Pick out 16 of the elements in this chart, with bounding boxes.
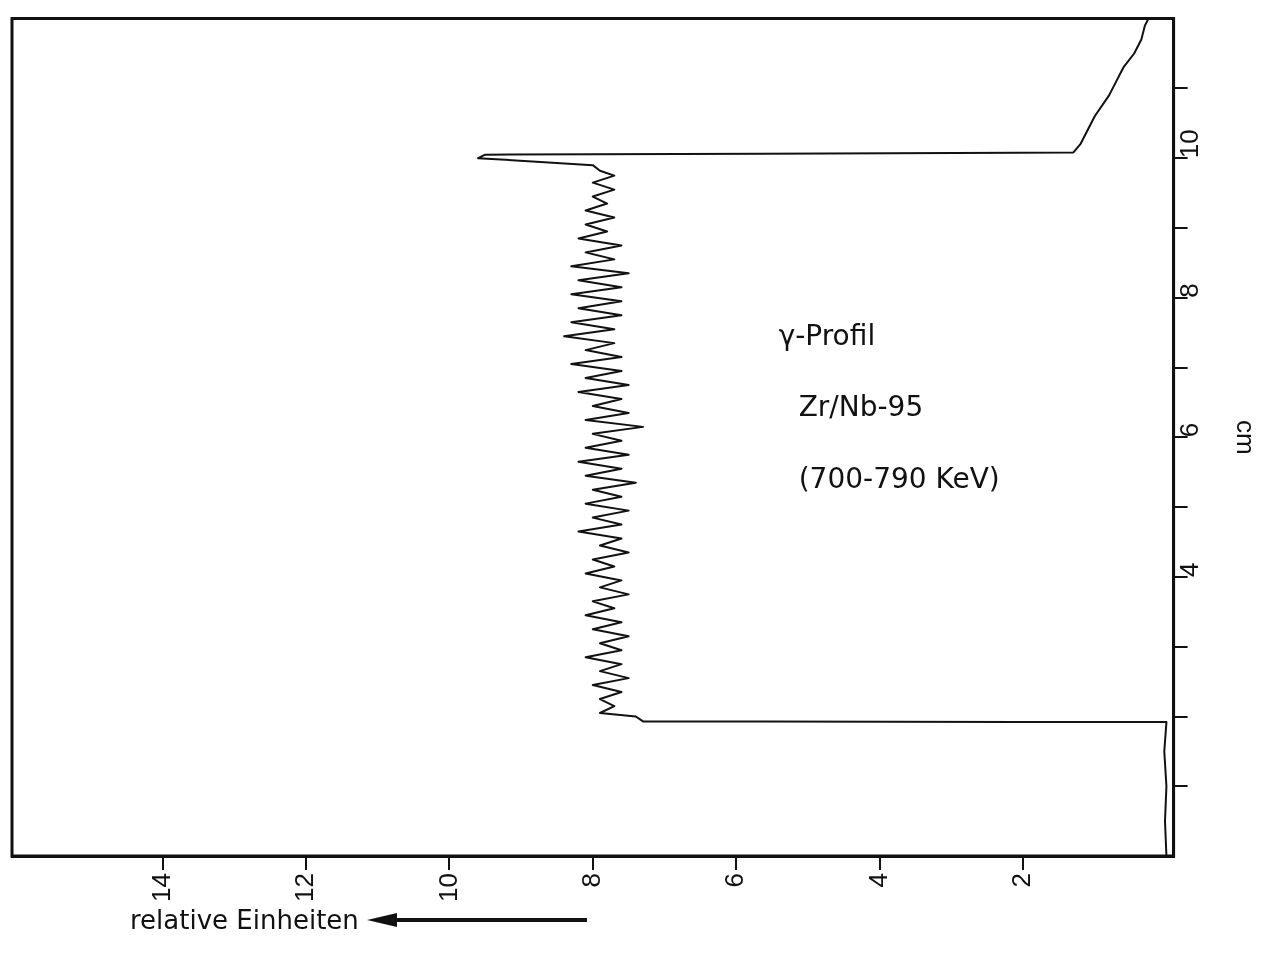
x-tick-label: 8 — [575, 873, 606, 888]
x-tick-label: 14 — [145, 873, 176, 902]
y-tick-label: 6 — [1173, 422, 1204, 438]
x-tick-label: 10 — [432, 873, 463, 902]
y-tick-label: 10 — [1173, 129, 1204, 159]
y-tick-label: 8 — [1173, 283, 1204, 298]
y-axis-title: cm — [1231, 420, 1262, 455]
x-tick-label: 6 — [719, 873, 750, 888]
x-tick-label: 2 — [1006, 873, 1037, 888]
x-tick-label: 4 — [862, 873, 893, 888]
annotation: (700-790 KeV) — [798, 461, 1000, 495]
annotation: Zr/Nb-95 — [798, 390, 924, 424]
x-tick-label: 12 — [289, 873, 320, 902]
x-axis-title: relative Einheiten — [130, 905, 359, 935]
y-tick-label: 4 — [1173, 562, 1204, 577]
annotation: γ-Profil — [778, 319, 876, 353]
